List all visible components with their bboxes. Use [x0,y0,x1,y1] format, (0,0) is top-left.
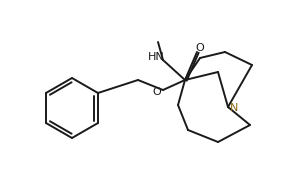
Text: O: O [196,43,204,53]
Text: N: N [230,103,238,113]
Text: HN: HN [148,52,164,62]
Text: O: O [153,87,161,97]
